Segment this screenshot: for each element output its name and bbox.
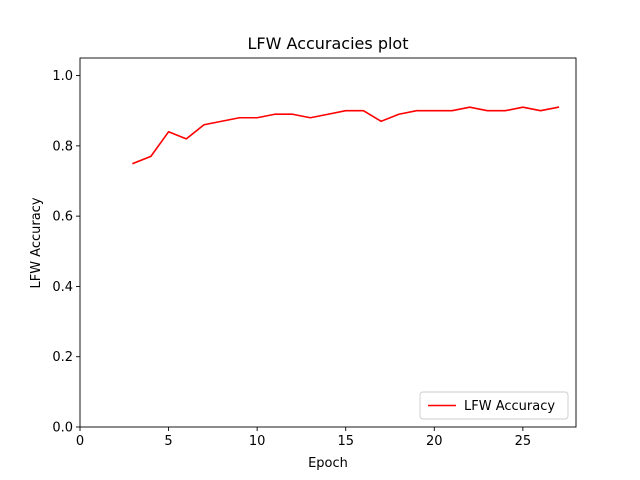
legend-label: LFW Accuracy bbox=[464, 399, 555, 414]
x-tick-label: 5 bbox=[164, 434, 172, 449]
x-tick-label: 25 bbox=[515, 434, 532, 449]
plot-area: 0 5 10 15 20 25 0.0 0.2 0.4 0.6 0.8 1.0 LFW Accuracy bbox=[52, 57, 577, 449]
y-tick-label: 0.2 bbox=[52, 350, 73, 365]
chart-title: LFW Accuracies plot bbox=[248, 34, 409, 53]
series-line bbox=[132, 106, 560, 165]
x-tick-label: 15 bbox=[337, 434, 354, 449]
y-axis-label: LFW Accuracy bbox=[29, 197, 44, 288]
y-tick-label: 1.0 bbox=[52, 69, 73, 84]
legend-box bbox=[419, 391, 569, 420]
legend: LFW Accuracy bbox=[419, 391, 569, 420]
x-tick-label: 10 bbox=[249, 434, 266, 449]
x-tick-label: 20 bbox=[426, 434, 443, 449]
y-tick-label: 0.8 bbox=[52, 139, 73, 154]
y-tick-label: 0.0 bbox=[52, 421, 73, 436]
y-tick-label: 0.6 bbox=[52, 210, 73, 225]
axes-frame bbox=[79, 57, 577, 428]
x-tick-label: 0 bbox=[76, 434, 84, 449]
x-axis-label: Epoch bbox=[308, 456, 348, 471]
y-tick-label: 0.4 bbox=[52, 280, 73, 295]
